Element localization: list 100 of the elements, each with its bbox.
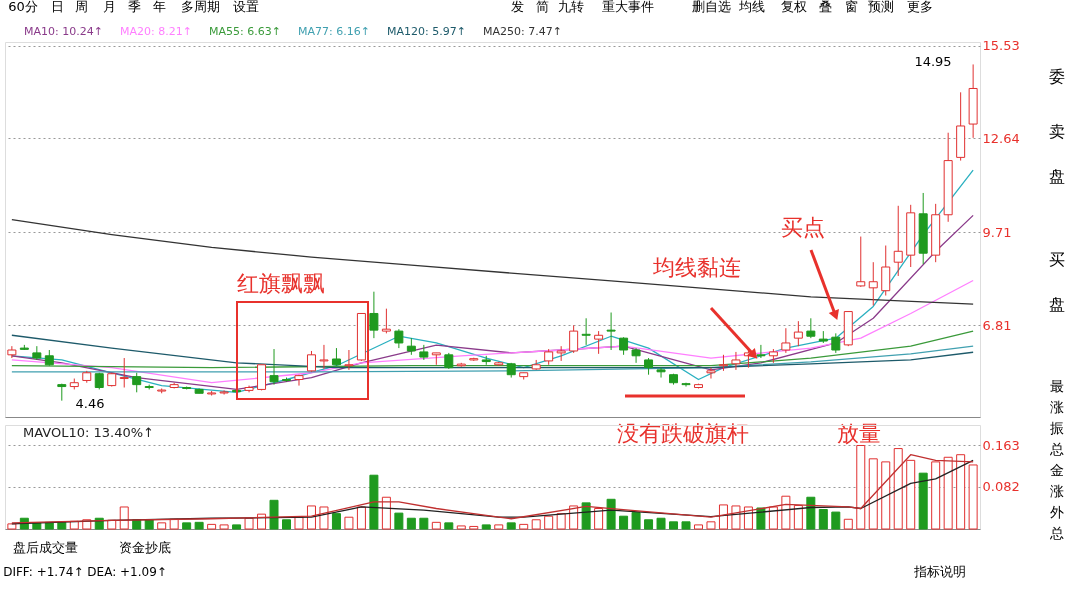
candlestick xyxy=(831,332,841,354)
bar xyxy=(157,522,167,530)
candlestick xyxy=(781,327,791,354)
candlestick xyxy=(381,308,391,334)
candlestick xyxy=(219,389,229,396)
text: DIFF: +1.74↑ DEA: +1.09↑ xyxy=(3,565,167,579)
candlestick xyxy=(756,344,766,359)
text: MA250: 7.47↑ xyxy=(483,25,562,38)
text: 总 xyxy=(1049,525,1064,541)
text: 更多 xyxy=(907,0,933,14)
bar xyxy=(606,498,616,530)
text: 总 xyxy=(1049,441,1064,457)
bar xyxy=(431,521,441,530)
bar xyxy=(169,518,179,530)
candlestick xyxy=(294,374,304,387)
candlestick xyxy=(7,345,17,359)
bar xyxy=(956,454,966,530)
text: 金 xyxy=(1050,462,1064,478)
bar xyxy=(918,472,928,530)
bar xyxy=(619,515,629,530)
bar xyxy=(144,519,154,530)
candlestick xyxy=(856,236,866,288)
text: 指标说明 xyxy=(913,564,966,579)
bar xyxy=(531,519,541,530)
bar xyxy=(881,461,891,530)
text: 涨 xyxy=(1050,399,1064,415)
bar xyxy=(893,448,903,530)
bar xyxy=(356,506,366,530)
bar xyxy=(631,512,641,530)
bar xyxy=(394,512,404,530)
bar xyxy=(219,524,229,530)
annotation: 4.46 xyxy=(75,396,105,411)
bar xyxy=(731,505,741,530)
text: 多周期 xyxy=(180,0,220,14)
bar xyxy=(818,509,828,530)
text: 简 xyxy=(535,0,549,14)
text: 九转 xyxy=(558,0,584,14)
bar xyxy=(931,461,941,530)
candlestick xyxy=(319,344,329,370)
candlestick xyxy=(631,347,641,364)
text: 窗 xyxy=(844,0,858,14)
bar xyxy=(781,495,791,530)
bar xyxy=(132,519,142,530)
text: 委 xyxy=(1049,67,1065,86)
text: 盘后成交量 xyxy=(12,540,78,555)
candlestick xyxy=(119,357,129,389)
candlestick xyxy=(656,367,666,379)
bar xyxy=(331,513,341,530)
bar xyxy=(656,517,666,530)
bar xyxy=(519,523,529,530)
text: MA20: 8.21↑ xyxy=(120,25,192,38)
candlestick xyxy=(893,205,903,277)
bar xyxy=(806,496,816,530)
bar xyxy=(481,524,491,530)
text: 复权 xyxy=(781,0,807,14)
bar xyxy=(119,506,129,530)
bar xyxy=(681,521,691,530)
bar xyxy=(406,517,416,530)
candlestick xyxy=(868,261,878,306)
bar xyxy=(556,513,566,530)
text: 资金抄底 xyxy=(119,540,171,555)
line-series xyxy=(11,218,974,305)
y-tick-label: 0.082 xyxy=(982,479,1020,495)
bar xyxy=(344,516,354,530)
text: 叠 xyxy=(818,0,832,14)
text: 外 xyxy=(1050,504,1064,520)
bar xyxy=(968,464,978,530)
text: 发 xyxy=(510,0,524,14)
text: 买 xyxy=(1049,250,1065,269)
text: MA77: 6.16↑ xyxy=(298,25,370,38)
text: 设置 xyxy=(233,0,259,14)
annotation: 均线黏连 xyxy=(652,255,741,280)
bar xyxy=(856,444,866,530)
candlestick xyxy=(881,245,891,297)
bar xyxy=(793,504,803,530)
candlestick xyxy=(394,328,404,349)
bar xyxy=(868,458,878,530)
text: 周 xyxy=(74,0,88,14)
bar xyxy=(369,474,379,530)
text: MAVOL10: 13.40%↑ xyxy=(23,425,154,440)
bar xyxy=(943,456,953,530)
y-tick-label: 6.81 xyxy=(982,317,1012,333)
text: 60分 xyxy=(8,0,38,14)
bar xyxy=(594,508,604,530)
bar xyxy=(381,496,391,530)
bar xyxy=(282,519,292,530)
candlestick xyxy=(681,382,691,388)
bar xyxy=(669,521,679,530)
text: 最 xyxy=(1050,378,1064,394)
annotation: 放量 xyxy=(837,421,881,446)
bar xyxy=(269,499,279,530)
bar xyxy=(831,511,841,530)
annotation: 红旗飘飘 xyxy=(237,271,325,296)
annotation: 14.95 xyxy=(914,54,952,69)
candlestick xyxy=(344,349,354,371)
bar xyxy=(444,522,454,530)
bar xyxy=(294,516,304,530)
text: MA10: 10.24↑ xyxy=(24,25,103,38)
bar xyxy=(232,524,242,530)
candlestick xyxy=(569,324,579,354)
